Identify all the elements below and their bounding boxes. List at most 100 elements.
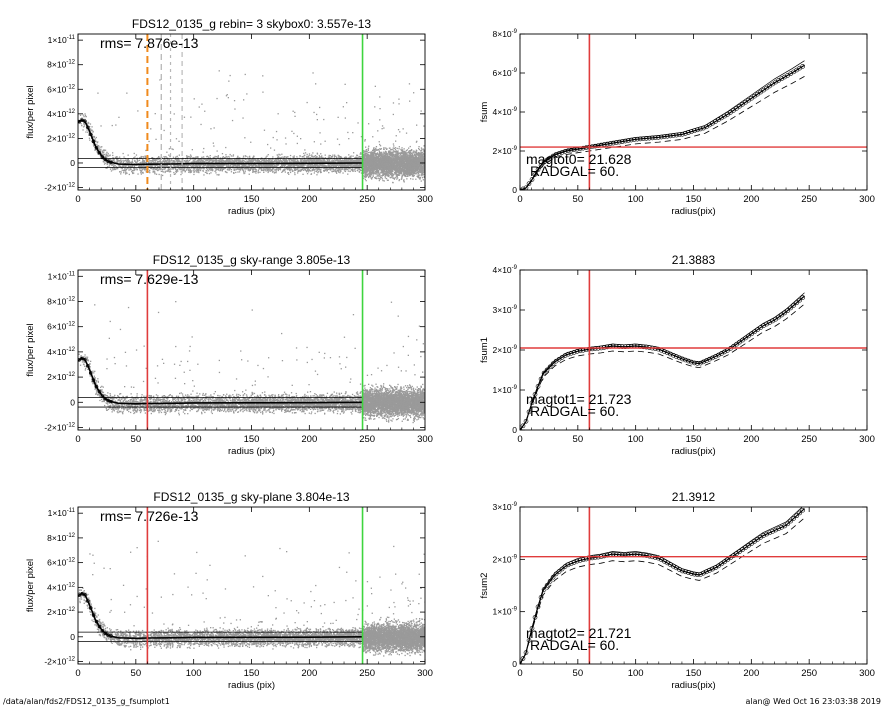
x-tick-label: 150: [244, 194, 260, 205]
fsum-marker: [634, 136, 640, 142]
y-tick-label: 3×10-9: [493, 305, 518, 315]
fsum-marker: [782, 310, 787, 316]
y-tick-label: 0: [70, 397, 75, 407]
fsum-marker: [791, 516, 796, 521]
fsum-marker: [647, 135, 652, 141]
profile-marker: [80, 591, 84, 596]
y-axis-label: fsum2: [479, 573, 490, 599]
fsum-marker: [683, 569, 688, 575]
fsum-marker: [668, 133, 673, 139]
y-tick-label: 6×10-12: [47, 84, 75, 94]
fsum-marker: [559, 150, 565, 155]
fsum-marker: [556, 151, 562, 156]
x-tick-label: 0: [517, 194, 522, 205]
fsum-marker: [622, 344, 628, 350]
rms-annotation: rms= 7.876e-13: [100, 35, 199, 51]
profile-marker: [94, 619, 99, 624]
fsum-marker: [592, 555, 598, 560]
profile-marker: [86, 125, 90, 130]
outer-cloud: [362, 616, 425, 657]
fsum-curve: [520, 508, 805, 664]
fsum-marker: [698, 572, 703, 577]
fsum-marker: [592, 143, 598, 149]
fsum-marker: [674, 354, 679, 359]
plot-area: [520, 507, 867, 664]
fsum-marker: [797, 510, 802, 516]
fsum-marker: [764, 531, 769, 537]
fsum-marker: [698, 126, 703, 132]
fsum-marker: [641, 344, 646, 350]
fsum-marker: [541, 587, 547, 592]
x-tick-label: 50: [131, 194, 142, 205]
fsum-marker: [580, 145, 586, 151]
x-tick-label: 150: [686, 194, 702, 205]
x-tick-label: 100: [186, 194, 202, 205]
x-tick-label: 250: [801, 434, 817, 445]
y-tick-label: 4×10-9: [493, 107, 518, 117]
fsum-marker: [680, 356, 685, 362]
fsum-marker: [737, 339, 742, 345]
y-tick-label: 4×10-9: [493, 265, 518, 275]
x-tick-label: 300: [417, 194, 433, 205]
x-tick-label: 150: [244, 668, 260, 679]
fsum-marker: [544, 367, 550, 373]
profile-marker: [83, 593, 87, 597]
y-tick-label: 2×10-12: [47, 372, 75, 382]
radgal-annotation: RADGAL= 60.: [530, 163, 619, 179]
y-tick-label: 3×10-9: [493, 502, 518, 512]
x-tick-label: 50: [131, 434, 142, 445]
outer-cloud: [362, 383, 425, 424]
fsum-marker: [659, 134, 664, 140]
y-axis-label: fsum: [479, 102, 490, 123]
fsum-marker: [692, 128, 697, 134]
fsum-marker: [686, 130, 691, 135]
profile-marker: [80, 118, 84, 122]
fsum-marker: [701, 125, 706, 131]
panel-6: 0 50 100 150 200 250 300 0 1×10-9 2×10-9 3×10-9 rad…: [479, 490, 875, 691]
fsum-marker: [644, 136, 649, 141]
profile-marker: [94, 146, 99, 150]
fsum-marker: [785, 308, 790, 313]
fsum-marker: [656, 135, 661, 140]
x-tick-label: 50: [131, 668, 142, 679]
y-tick-label: 6×10-12: [47, 558, 75, 568]
plot-area: [78, 270, 425, 430]
fsum-marker: [574, 349, 580, 354]
fsum-marker: [776, 314, 781, 320]
fsum-marker: [574, 558, 580, 564]
profile-marker: [91, 139, 96, 144]
fsum-marker: [641, 136, 646, 141]
fsum-marker: [523, 650, 529, 655]
fsum-marker: [752, 329, 757, 335]
fsum-marker: [577, 348, 583, 354]
fsum-marker: [550, 574, 556, 580]
fsum-marker: [740, 337, 745, 343]
fsum-marker: [788, 305, 793, 311]
fsum-marker: [788, 518, 793, 524]
fsum-marker: [782, 523, 787, 529]
x-tick-label: 200: [301, 668, 317, 679]
x-tick-label: 50: [573, 434, 584, 445]
chart-title: FDS12_0135_g sky-plane 3.804e-13: [153, 490, 349, 504]
fsum-marker: [604, 344, 610, 350]
fsum-marker: [662, 134, 667, 139]
fsum-marker: [541, 370, 547, 376]
fsum-marker: [653, 135, 658, 140]
fsum-marker: [571, 350, 577, 355]
plot-area: [78, 507, 425, 664]
fsum-marker: [665, 133, 670, 139]
fsum-marker: [665, 350, 670, 356]
fsum-marker: [607, 141, 613, 146]
fsum-marker: [794, 513, 799, 518]
fsum-marker: [755, 327, 760, 332]
fsum-marker: [761, 533, 766, 538]
chart-title: FDS12_0135_g rebin= 3 skybox0: 3.557e-13: [132, 17, 371, 31]
x-tick-label: 100: [628, 434, 644, 445]
fsum-marker: [686, 358, 691, 364]
y-tick-label: -2×10-12: [44, 422, 75, 432]
magtot-annotation: magtot2= 21.721: [526, 625, 632, 641]
y-tick-label: 1×10-11: [48, 35, 76, 45]
radial-profile: [78, 119, 363, 166]
x-tick-label: 250: [359, 194, 375, 205]
fsum-marker: [779, 525, 784, 530]
